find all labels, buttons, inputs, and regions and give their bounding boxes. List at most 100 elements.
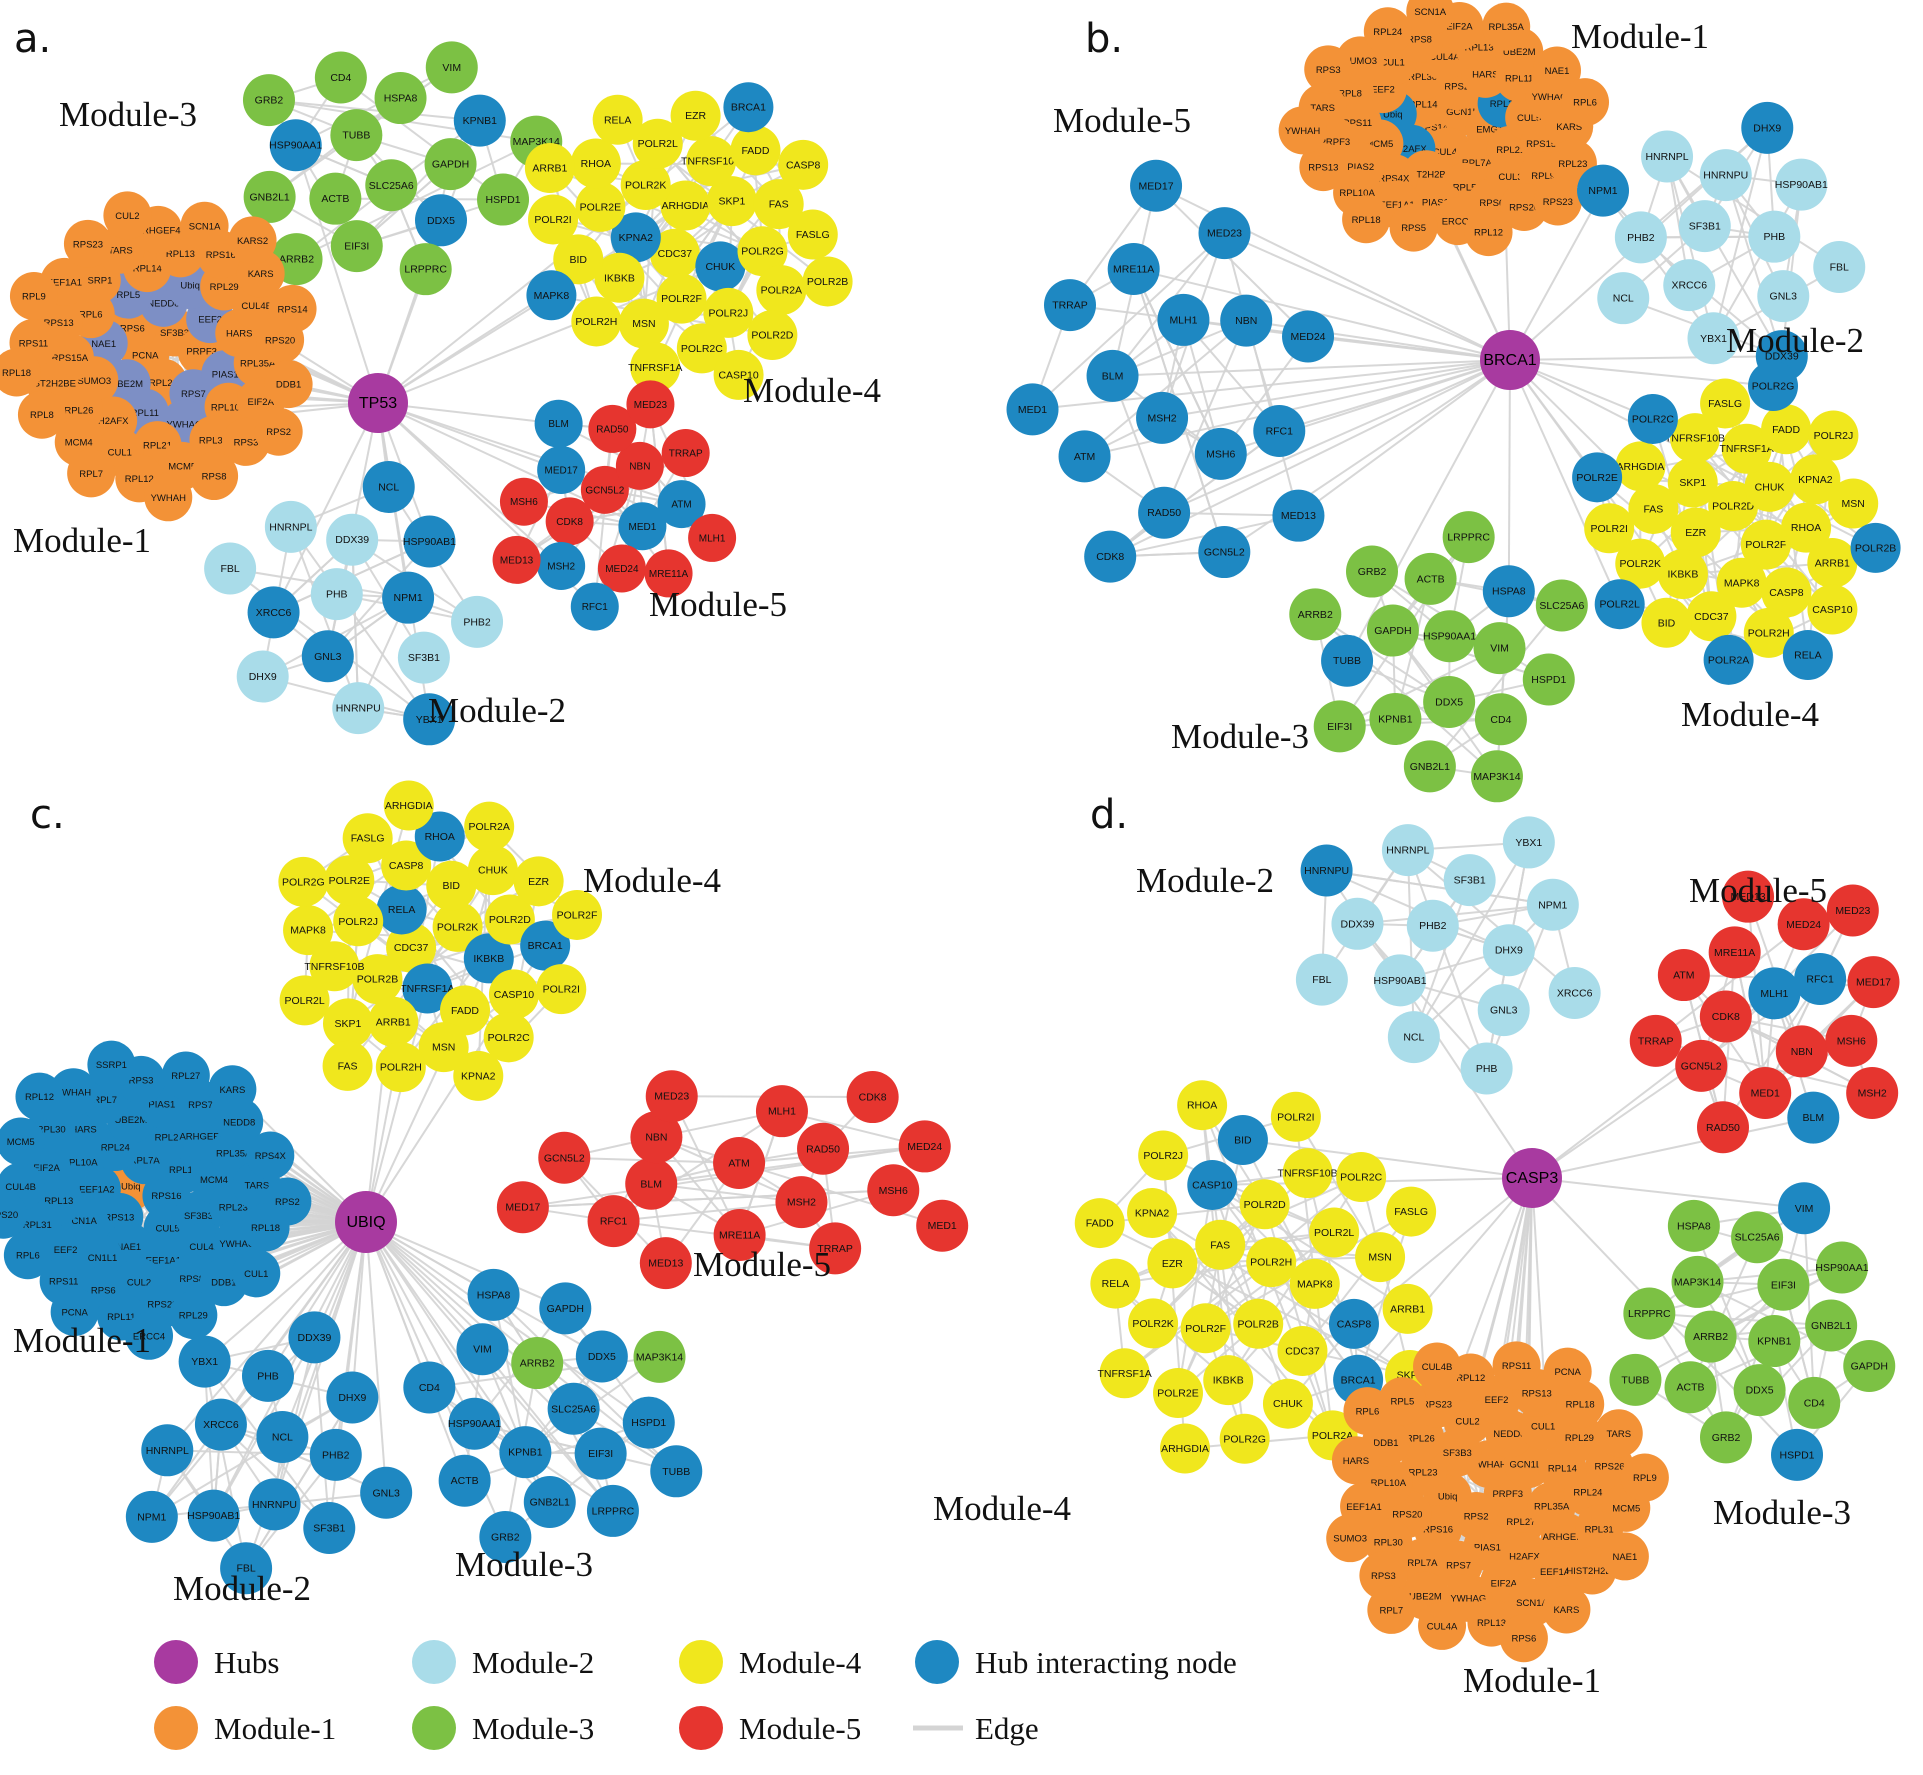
node-GCN5L2: GCN5L2: [1675, 1039, 1728, 1092]
node-label: NAE1: [1612, 1552, 1637, 1563]
node-YBX1: YBX1: [403, 693, 456, 746]
node-label: TRRAP: [1638, 1035, 1674, 1047]
node-label: RPS20: [1392, 1509, 1422, 1520]
node-label: MED24: [1291, 331, 1326, 343]
node-TUBB: TUBB: [330, 109, 383, 162]
node-FBL: FBL: [1295, 953, 1348, 1006]
node-label: ATM: [671, 500, 691, 511]
node-label: POLR2I: [543, 984, 580, 996]
node-MED17: MED17: [1847, 956, 1900, 1009]
node-CUL4B: CUL4B: [1413, 1342, 1462, 1391]
node-MSH2: MSH2: [537, 541, 586, 590]
node-FADD: FADD: [1761, 404, 1812, 455]
node-PHB2: PHB2: [1614, 211, 1667, 264]
node-label: ACTB: [451, 1475, 479, 1487]
node-label: HNRNPU: [252, 1499, 297, 1511]
node-MED1: MED1: [618, 502, 667, 551]
legend-item-module-3: Module-3: [412, 1706, 594, 1750]
node-SF3B1: SF3B1: [1678, 200, 1731, 253]
node-label: YWHAH: [151, 493, 187, 504]
node-GNL3: GNL3: [360, 1466, 413, 1519]
node-label: BRCA1: [1341, 1374, 1376, 1386]
node-label: RPL13: [44, 1196, 73, 1207]
node-RPS13: RPS13: [1299, 143, 1348, 192]
node-label: KPNB1: [1757, 1336, 1792, 1348]
node-HSP90AA1: HSP90AA1: [448, 1397, 501, 1450]
node-label: MAP3K14: [1473, 771, 1520, 783]
node-IKBKB: IKBKB: [1203, 1355, 1254, 1406]
node-HSP90AA1: HSP90AA1: [269, 119, 322, 172]
node-label: SF3B3: [184, 1211, 213, 1222]
node-CDC37: CDC37: [649, 228, 700, 279]
node-label: POLR2H: [575, 316, 617, 328]
node-label: NPM1: [394, 592, 423, 604]
node-NCL: NCL: [256, 1410, 309, 1463]
module-label-d-module-1: Module-1: [1463, 1661, 1601, 1700]
node-HSPA8: HSPA8: [1667, 1199, 1720, 1252]
node-label: LRPPRC: [1628, 1308, 1671, 1320]
node-RPL12: RPL12: [15, 1072, 64, 1121]
node-label: MED23: [1835, 905, 1870, 917]
node-label: POLR2L: [284, 995, 324, 1007]
node-MAP3K14: MAP3K14: [633, 1330, 686, 1383]
legend-item-hubs: Hubs: [154, 1640, 279, 1684]
node-label: IKBKB: [473, 953, 504, 965]
module-label-d-module-5: Module-5: [1689, 871, 1827, 910]
node-label: ARHGDIA: [1617, 461, 1665, 473]
node-label: MED24: [605, 564, 639, 575]
node-label: EMG1: [1476, 124, 1503, 135]
node-label: HSP90AA1: [269, 140, 322, 152]
node-TRRAP: TRRAP: [1629, 1014, 1682, 1067]
node-label: POLR2F: [557, 909, 598, 921]
node-label: RPS13: [1308, 163, 1338, 174]
node-DDX5: DDX5: [415, 194, 468, 247]
node-label: HSP90AB1: [1373, 975, 1426, 987]
node-CHUK: CHUK: [467, 845, 518, 896]
node-label: TNFRSF10B: [1665, 433, 1725, 445]
panel-letter-b: b.: [1085, 16, 1123, 62]
node-label: SF3B1: [1689, 221, 1721, 233]
node-GRB2: GRB2: [1699, 1411, 1752, 1464]
node-label: HNRNPL: [1386, 845, 1429, 857]
node-MED13: MED13: [639, 1237, 692, 1290]
legend-label: Module-5: [739, 1711, 861, 1746]
node-label: RPS26: [1594, 1462, 1624, 1473]
node-MED13: MED13: [1272, 489, 1325, 542]
module-label-b-module-3: Module-3: [1171, 717, 1309, 756]
node-label: DDX5: [427, 215, 455, 227]
node-label: LRPPRC: [404, 264, 447, 276]
node-PHB: PHB: [241, 1349, 294, 1402]
node-POLR2D: POLR2D: [484, 894, 535, 945]
node-NCL: NCL: [1387, 1011, 1440, 1064]
hub-label: UBIQ: [346, 1214, 385, 1231]
node-ACTB: ACTB: [1404, 552, 1457, 605]
node-label: KPNB1: [1378, 713, 1413, 725]
node-label: GCN1L1: [80, 1253, 117, 1264]
node-label: NPM1: [1538, 899, 1567, 911]
node-label: FASLG: [351, 833, 385, 845]
node-HNRNPU: HNRNPU: [1300, 844, 1353, 897]
node-POLR2E: POLR2E: [1153, 1368, 1204, 1419]
node-label: EZR: [1162, 1258, 1183, 1270]
node-label: CUL4B: [1422, 1362, 1453, 1373]
node-label: POLR2I: [1591, 523, 1628, 535]
node-label: RPL8: [30, 410, 54, 421]
node-RPS14: RPS14: [268, 284, 317, 333]
node-label: ARHGEF4: [179, 1132, 224, 1143]
node-label: POLR2D: [751, 330, 793, 342]
node-label: RFC1: [1806, 973, 1834, 985]
node-RPL29: RPL29: [169, 1291, 218, 1340]
node-RPL24: RPL24: [1363, 7, 1412, 56]
legend-label: Hub interacting node: [975, 1645, 1237, 1680]
node-CASP8: CASP8: [1761, 567, 1812, 618]
node-PHB2: PHB2: [1406, 899, 1459, 952]
node-label: RPS3: [1316, 65, 1341, 76]
node-label: POLR2A: [761, 285, 802, 297]
node-label: PCNA: [61, 1307, 88, 1318]
node-XRCC6: XRCC6: [1663, 259, 1716, 312]
node-label: MCM4: [65, 438, 93, 449]
node-label: XRCC6: [256, 607, 292, 619]
module-label-a-module-3: Module-3: [59, 95, 197, 134]
node-label: HNRNPU: [1304, 865, 1349, 877]
node-POLR2J: POLR2J: [703, 287, 754, 338]
